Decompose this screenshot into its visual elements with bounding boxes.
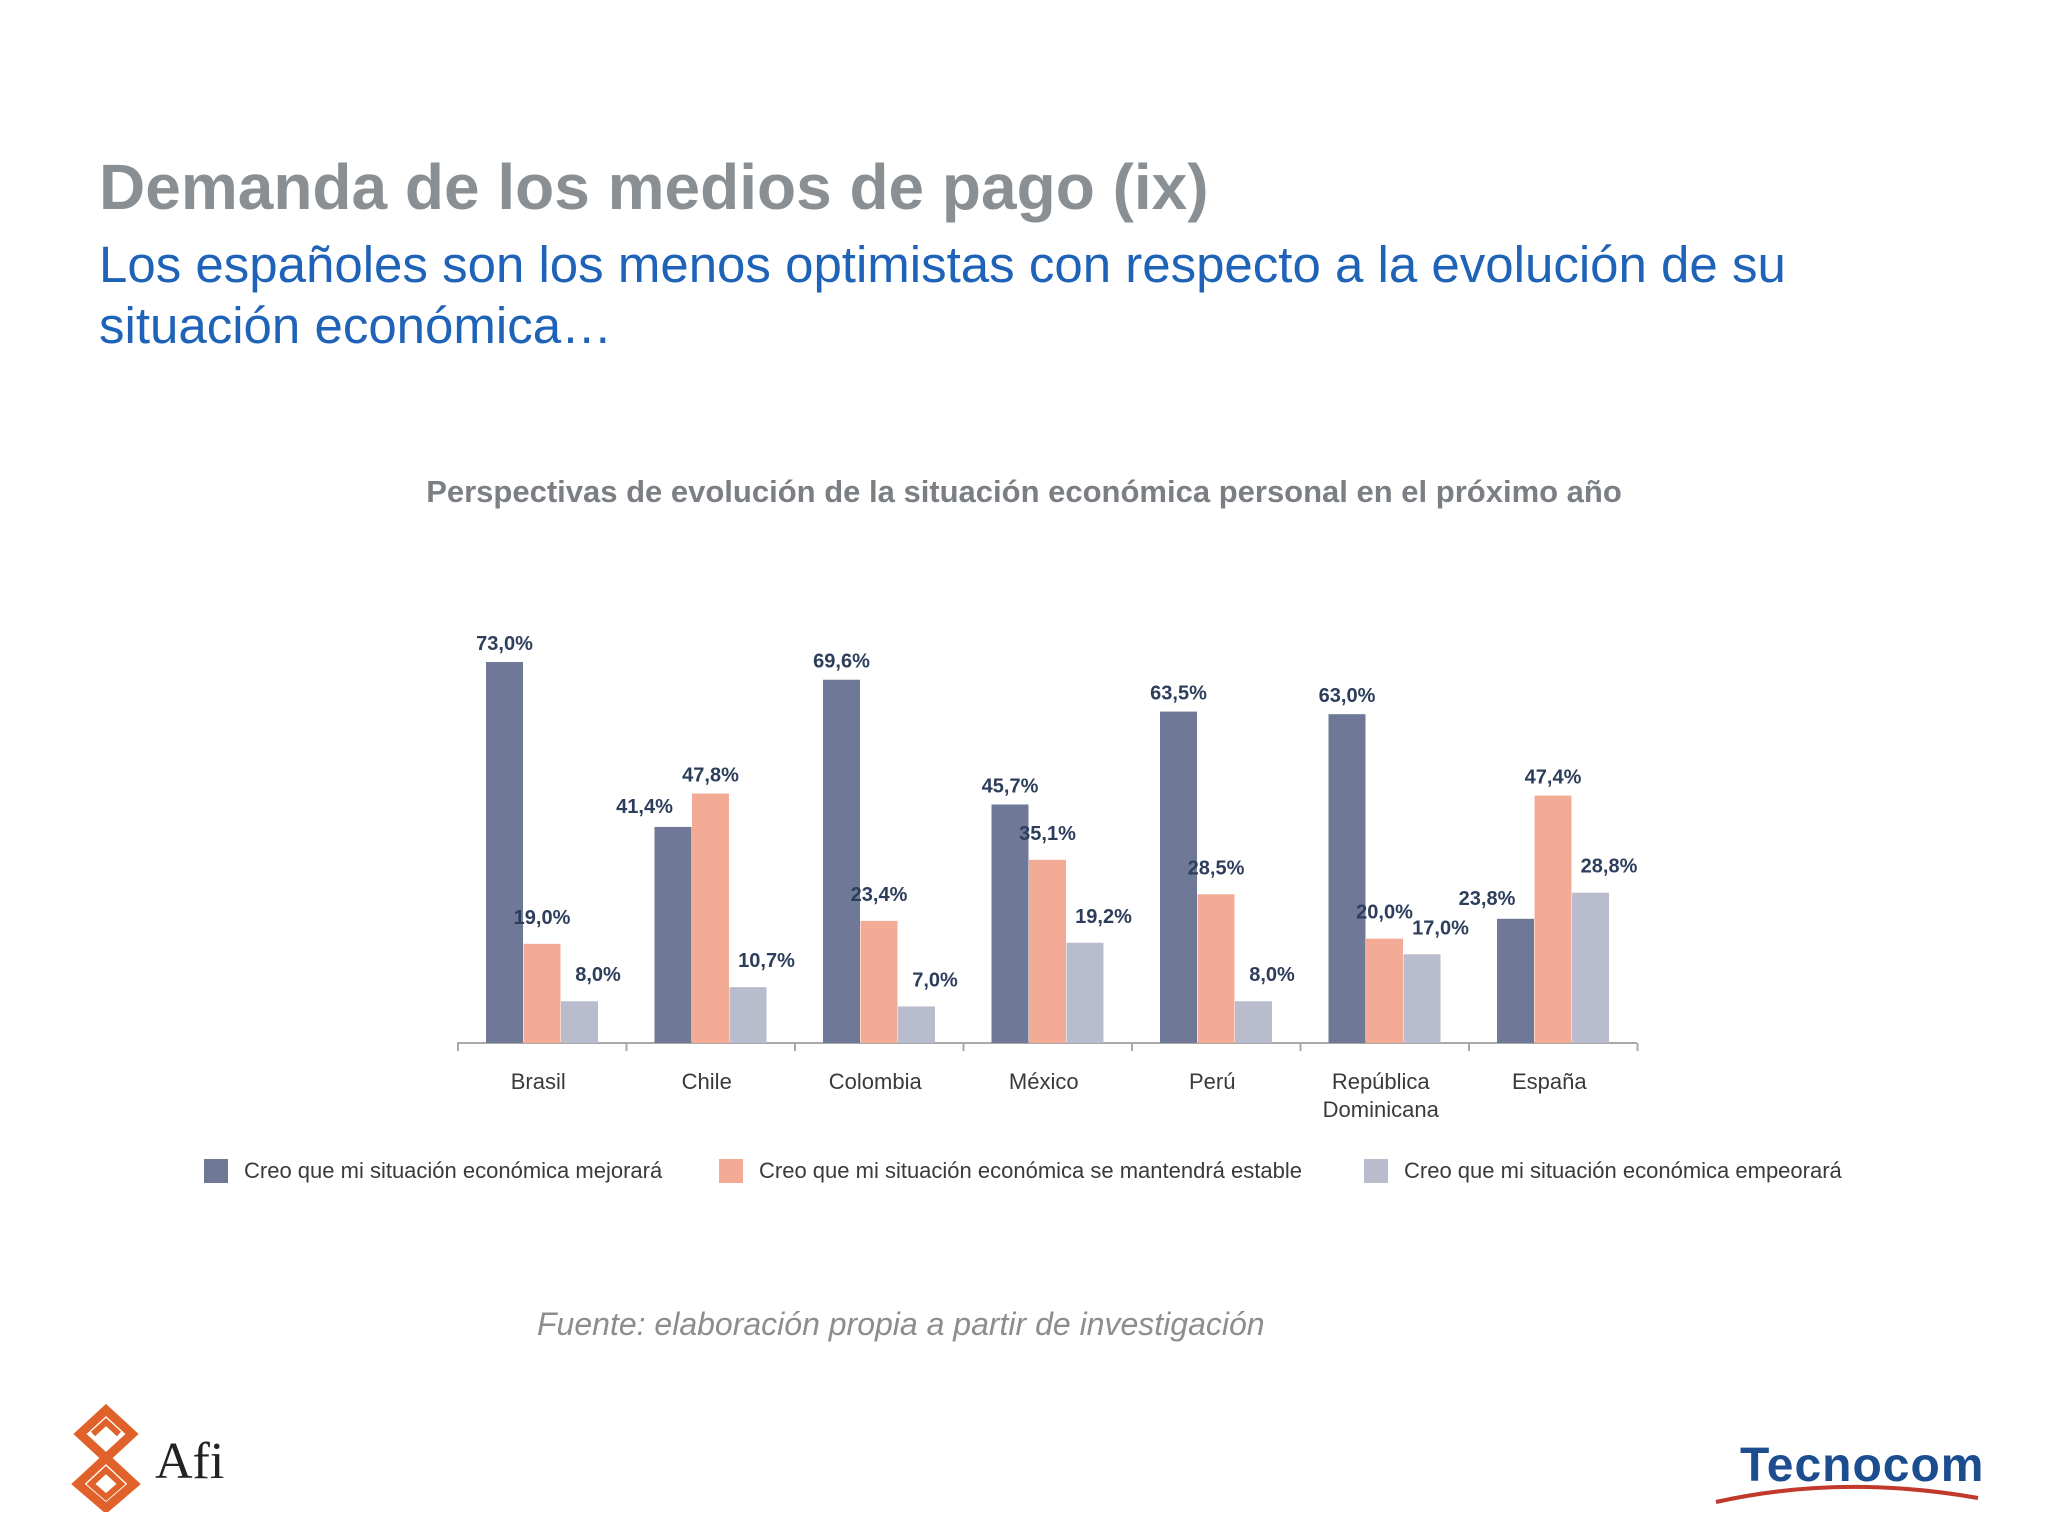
category-label: Colombia (829, 1069, 923, 1094)
bar (561, 1001, 598, 1043)
source-note: Fuente: elaboración propia a partir de i… (537, 1306, 1265, 1342)
data-label: 17,0% (1412, 917, 1469, 939)
legend-swatch (719, 1159, 743, 1183)
data-label: 10,7% (738, 950, 795, 972)
data-label: 47,4% (1525, 767, 1582, 789)
data-label: 73,0% (476, 633, 533, 655)
bar (729, 987, 767, 1043)
category-label: Perú (1189, 1069, 1235, 1094)
bar (1572, 892, 1609, 1043)
category-label: Dominicana (1323, 1097, 1440, 1122)
data-label: 8,0% (1249, 964, 1295, 986)
bar (486, 662, 523, 1043)
bar (1029, 859, 1066, 1043)
tecnocom-swoosh-icon (1715, 1484, 1979, 1504)
bar (523, 943, 561, 1043)
legend-swatch (204, 1159, 228, 1183)
data-label: 23,8% (1459, 888, 1516, 910)
bar (1160, 711, 1197, 1043)
data-label: 41,4% (616, 796, 673, 818)
data-label: 69,6% (813, 651, 870, 673)
afi-logo-text: Afi (155, 1433, 225, 1490)
bar (860, 920, 898, 1043)
data-label: 19,0% (514, 907, 571, 929)
category-label: España (1512, 1069, 1587, 1094)
bar (1403, 954, 1441, 1043)
chart-title: Perspectivas de evolución de la situació… (426, 474, 1622, 509)
data-label: 28,5% (1188, 857, 1245, 879)
legend-label: Creo que mi situación económica empeorar… (1404, 1158, 1843, 1183)
category-label: Chile (682, 1069, 732, 1094)
bar (823, 679, 860, 1043)
data-label: 28,8% (1581, 856, 1638, 878)
bar (692, 793, 729, 1043)
legend-label: Creo que mi situación económica se mante… (759, 1158, 1302, 1183)
data-label: 23,4% (851, 884, 908, 906)
bar (1328, 714, 1366, 1043)
data-label: 8,0% (575, 964, 621, 986)
bar (1534, 795, 1572, 1043)
data-label: 47,8% (682, 765, 739, 787)
bar (991, 804, 1029, 1043)
category-label: México (1009, 1069, 1079, 1094)
afi-logo-icon (71, 1404, 141, 1512)
bar (1497, 918, 1534, 1043)
bar (1235, 1001, 1272, 1043)
category-label: República (1332, 1069, 1431, 1094)
category-label: Brasil (511, 1069, 566, 1094)
data-label: 63,0% (1319, 685, 1376, 707)
bar (1366, 938, 1403, 1043)
data-label: 20,0% (1356, 902, 1413, 924)
data-label: 45,7% (982, 775, 1039, 797)
data-label: 7,0% (912, 969, 958, 991)
slide-subtitle: Los españoles son los menos optimistas c… (99, 236, 1786, 354)
data-label: 19,2% (1075, 906, 1132, 928)
data-label: 35,1% (1019, 823, 1076, 845)
bar (898, 1006, 935, 1043)
slide-title: Demanda de los medios de pago (ix) (99, 151, 1209, 223)
legend-swatch (1364, 1159, 1388, 1183)
bar (654, 826, 692, 1043)
data-label: 63,5% (1150, 683, 1207, 705)
tecnocom-logo-text: Tecnocom (1740, 1439, 1985, 1492)
bar (1066, 942, 1104, 1043)
bar (1197, 894, 1235, 1043)
legend-label: Creo que mi situación económica mejorará (244, 1158, 663, 1183)
